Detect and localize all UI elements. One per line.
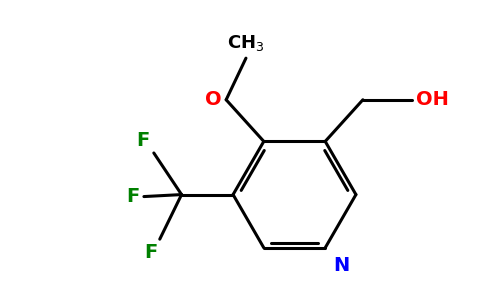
Text: F: F bbox=[127, 187, 140, 206]
Text: CH$_3$: CH$_3$ bbox=[227, 33, 265, 53]
Text: F: F bbox=[136, 131, 150, 150]
Text: O: O bbox=[205, 90, 221, 109]
Text: N: N bbox=[333, 256, 349, 275]
Text: OH: OH bbox=[416, 90, 449, 109]
Text: F: F bbox=[145, 243, 158, 262]
